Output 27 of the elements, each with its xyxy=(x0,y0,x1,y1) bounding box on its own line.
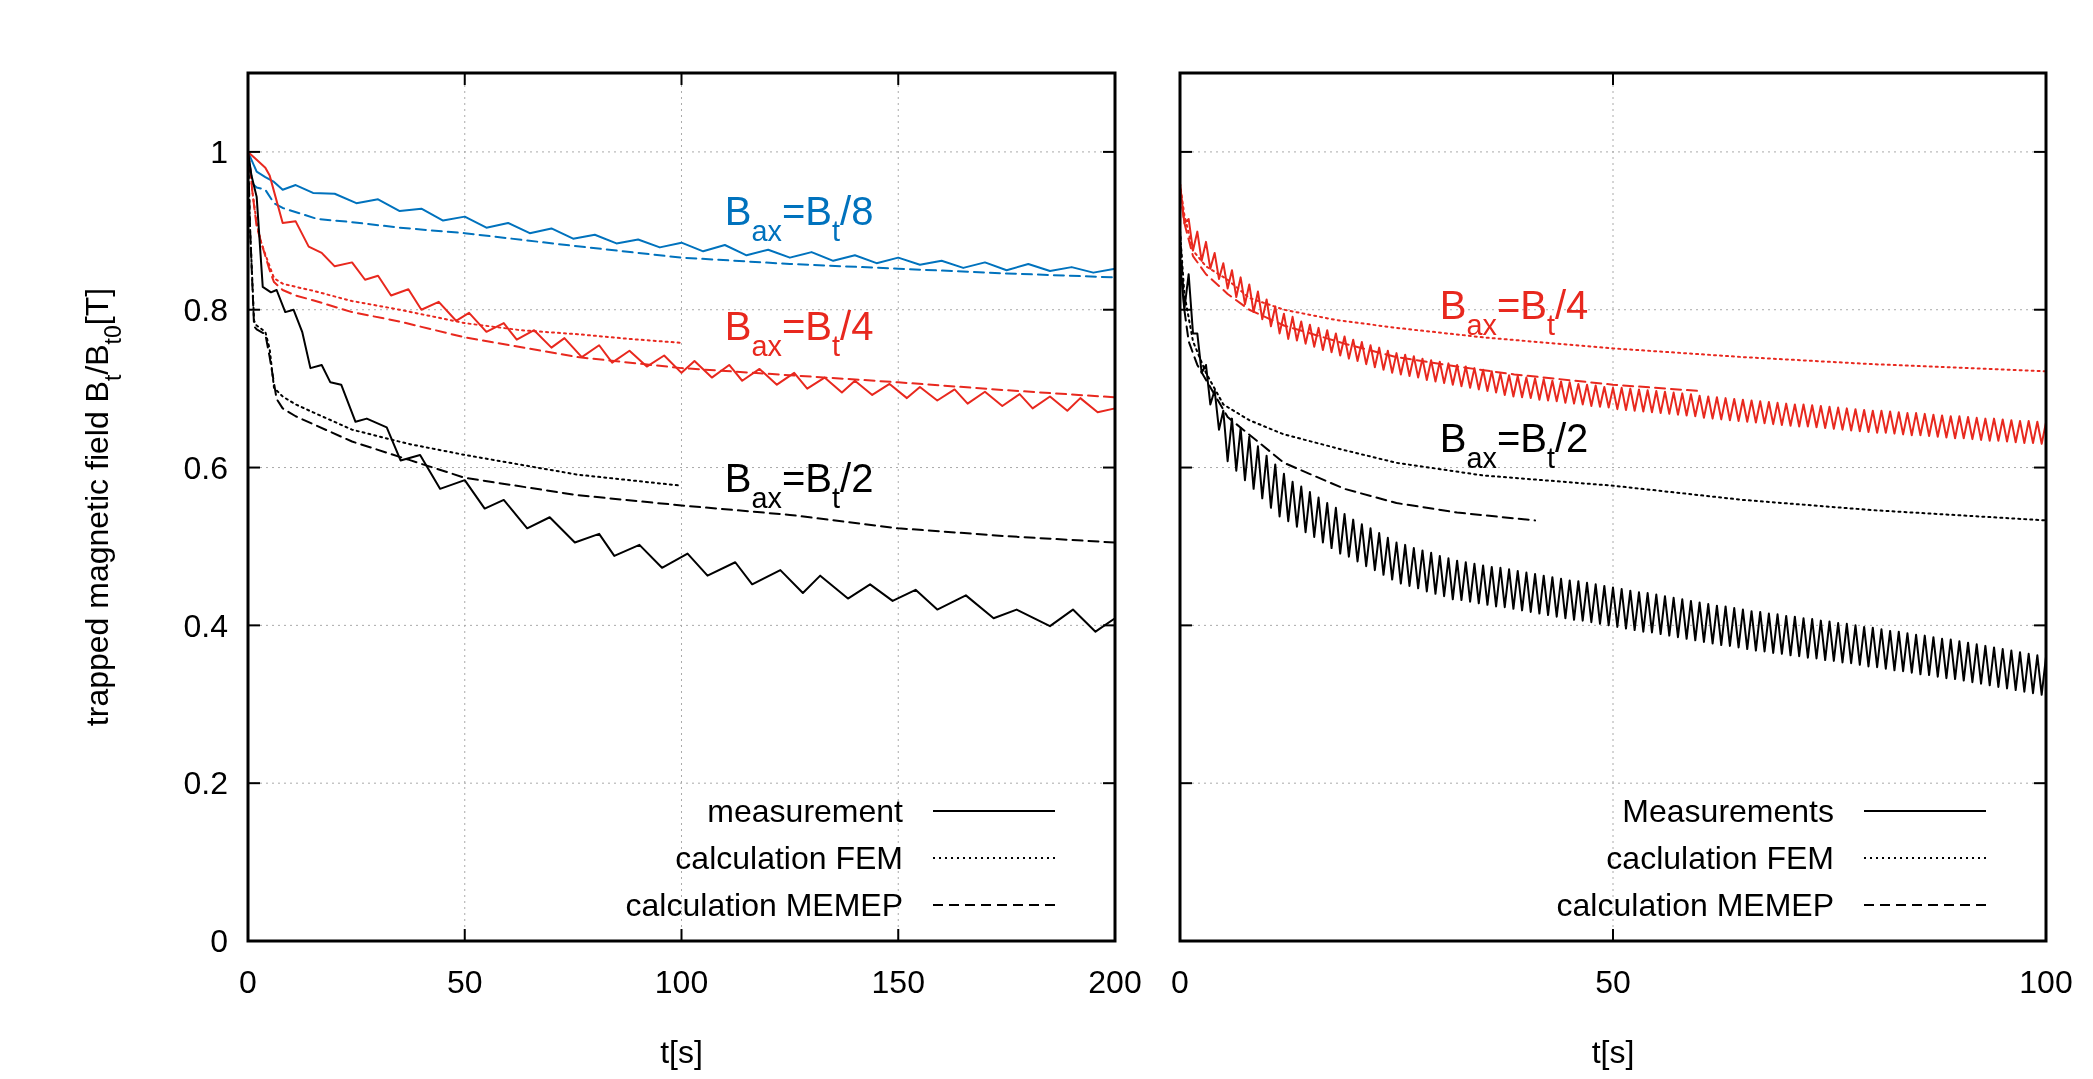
legend-label: calculation MEMEP xyxy=(625,887,903,924)
x-tick-label: 0 xyxy=(1171,964,1189,1000)
legend-label: measurement xyxy=(707,793,904,830)
legend-label: caclulation FEM xyxy=(1606,840,1834,877)
legend-label: calculation MEMEP xyxy=(1556,887,1834,924)
annotation: B$_{ax}$=B$_{t}$/4 xyxy=(1439,283,1589,341)
x-tick-label: 50 xyxy=(446,964,483,1000)
x-tick-label: 200 xyxy=(1088,964,1142,1000)
x-tick-label: 100 xyxy=(654,964,709,1000)
x-tick-label: 0 xyxy=(239,964,257,1000)
x-axis-title: t[s] xyxy=(660,1034,703,1070)
annotation: B$_{ax}$=B$_{t}$/2 xyxy=(724,456,874,514)
y-tick-label: 0.2 xyxy=(183,765,228,802)
y-tick-label: 0.4 xyxy=(183,607,228,644)
x-axis-title: t[s] xyxy=(1591,1034,1635,1070)
y-tick-label: 0 xyxy=(210,923,228,960)
annotation: B$_{ax}$=B$_{t}$/4 xyxy=(724,304,874,362)
x-tick-label: 50 xyxy=(1595,964,1631,1000)
x-tick-label: 100 xyxy=(2019,964,2073,1000)
x-tick-label: 150 xyxy=(871,964,925,1000)
y-tick-label: 0.6 xyxy=(183,449,228,486)
legend-label: Measurements xyxy=(1622,793,1834,830)
legend-label: calculation FEM xyxy=(675,840,903,877)
y-tick-label: 0.8 xyxy=(183,291,228,328)
annotation: B$_{ax}$=B$_{t}$/8 xyxy=(724,189,874,247)
y-tick-label: 1 xyxy=(210,134,228,171)
annotation: B$_{ax}$=B$_{t}$/2 xyxy=(1439,416,1589,474)
